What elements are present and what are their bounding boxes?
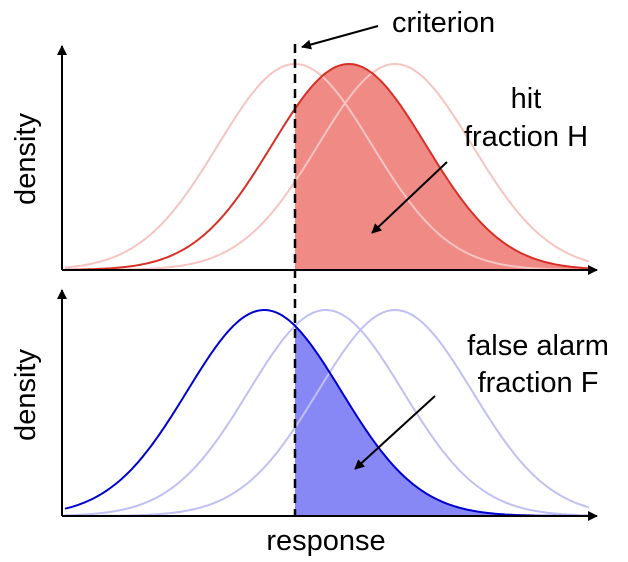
hit-arrow bbox=[371, 161, 448, 234]
false-alarm-region-fill bbox=[295, 325, 590, 516]
hit-label-line2: fraction H bbox=[464, 121, 588, 153]
false-alarm-label-line2: fraction F bbox=[478, 367, 599, 399]
ghost-distribution-curve bbox=[65, 308, 590, 517]
criterion-label: criterion bbox=[392, 7, 495, 39]
false-alarm-label-line1: false alarm bbox=[467, 330, 609, 362]
ghost-distribution-curve bbox=[65, 309, 590, 517]
bottom-panel: density false alarm fraction F response bbox=[10, 289, 609, 557]
hit-region-fill bbox=[295, 64, 590, 270]
signal-distribution-curve bbox=[64, 62, 590, 271]
ghost-distribution-curve bbox=[65, 62, 590, 271]
bottom-y-axis-label: density bbox=[10, 349, 42, 441]
top-panel: density hit fraction H bbox=[10, 45, 598, 275]
noise-distribution-curve bbox=[64, 309, 589, 517]
x-axis-label: response bbox=[266, 525, 385, 557]
false-alarm-arrow bbox=[354, 395, 436, 470]
hit-label-line1: hit bbox=[511, 83, 542, 115]
ghost-distribution-curve bbox=[64, 62, 590, 271]
criterion-group: criterion bbox=[293, 7, 495, 516]
criterion-arrow bbox=[301, 25, 379, 50]
top-y-axis-label: density bbox=[10, 113, 42, 205]
